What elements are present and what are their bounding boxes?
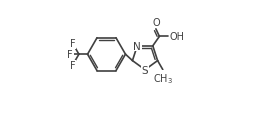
Text: N: N xyxy=(133,41,141,51)
Text: F: F xyxy=(70,61,75,70)
Text: CH$_3$: CH$_3$ xyxy=(153,71,173,85)
Text: F: F xyxy=(70,39,75,49)
Text: S: S xyxy=(142,66,148,76)
Text: F: F xyxy=(67,50,73,60)
Text: OH: OH xyxy=(169,32,184,42)
Text: O: O xyxy=(152,18,160,28)
